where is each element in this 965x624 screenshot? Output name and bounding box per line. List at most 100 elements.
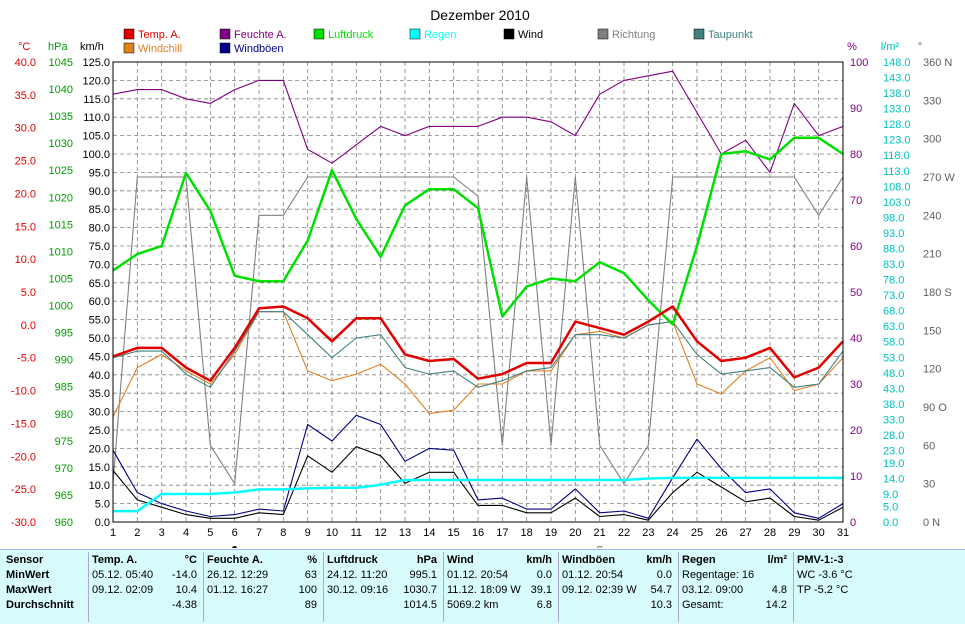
- series-line: [112, 311, 844, 388]
- stats-cell-time: 09.12. 02:39 W: [562, 584, 637, 596]
- stats-column-title: Regen: [682, 554, 716, 566]
- stats-column-header: Regen l/m²: [682, 553, 791, 567]
- x-tick-label: 17: [496, 527, 508, 539]
- moon-phase-marker: ●: [231, 541, 238, 548]
- rain-tick-label: 0.0: [883, 517, 898, 529]
- wind-tick-label: 35.0: [89, 388, 110, 400]
- x-tick-label: 12: [375, 527, 387, 539]
- stats-cell-row: [797, 598, 961, 612]
- temp-tick-label: -5.0: [17, 353, 36, 365]
- temp-tick-label: 40.0: [15, 57, 36, 69]
- series-line: [112, 176, 844, 485]
- wind-tick-label: 40.0: [89, 370, 110, 382]
- x-tick-label: 11: [351, 527, 362, 539]
- temp-tick-label: -30.0: [11, 517, 36, 529]
- wind-tick-label: 105.0: [82, 131, 110, 143]
- axis-units: °C hPa km/h% l/m² °: [18, 41, 922, 53]
- direction-unit-label: °: [918, 41, 922, 53]
- stats-cell-value: 6.8: [536, 599, 552, 611]
- x-tick-label: 10: [326, 527, 338, 539]
- legend-swatch: [597, 28, 609, 40]
- stats-cell-time: 01.12. 20:54: [562, 569, 624, 581]
- x-tick-label: 3: [159, 527, 165, 539]
- legend-label: Regen: [424, 29, 456, 41]
- stats-cell-row: TP -5.2 °C: [797, 583, 961, 597]
- legend-swatch: [693, 28, 705, 40]
- x-tick-label: 1: [110, 527, 116, 539]
- stats-column: Regen l/m² Regentage: 16 03.12. 09:00 4.8 Ges…: [682, 550, 791, 624]
- rain-tick-label: 83.0: [883, 259, 904, 271]
- rain-tick-label: 88.0: [883, 243, 904, 255]
- stats-row-label: Sensor: [6, 554, 44, 566]
- stats-cell-time: 03.12. 09:00: [682, 584, 744, 596]
- direction-tick-label: 120: [923, 364, 941, 376]
- rain-tick-label: 128.0: [883, 119, 911, 131]
- stats-column-unit: km/h: [646, 554, 672, 566]
- wind-tick-label: 5.0: [95, 499, 110, 511]
- rain-tick-label: 73.0: [883, 290, 904, 302]
- temp-unit-label: °C: [18, 41, 30, 53]
- humidity-tick-label: 80: [850, 149, 862, 161]
- stats-column: Wind km/h 01.12. 20:54 0.0 11.12. 18:09 W 39.…: [447, 550, 556, 624]
- rain-tick-label: 53.0: [883, 352, 904, 364]
- x-tick-label: 18: [521, 527, 533, 539]
- wind-tick-label: 60.0: [89, 296, 110, 308]
- x-tick-label: 6: [232, 527, 238, 539]
- stats-separator: [443, 552, 444, 622]
- direction-tick-label: 330: [923, 95, 941, 107]
- temp-tick-label: 30.0: [15, 123, 36, 135]
- pressure-tick-label: 1030: [49, 138, 73, 150]
- rain-tick-label: 133.0: [883, 104, 911, 116]
- rain-tick-label: 14.0: [883, 473, 904, 485]
- x-tick-label: 14: [423, 527, 435, 539]
- wind-tick-label: 120.0: [82, 75, 110, 87]
- stats-cell-value: 89: [304, 599, 317, 611]
- legend-swatch: [503, 28, 515, 40]
- rain-tick-label: 28.0: [883, 430, 904, 442]
- rain-tick-label: 138.0: [883, 88, 911, 100]
- temp-tick-label: 0.0: [21, 320, 36, 332]
- wind-unit-label: km/h: [80, 41, 104, 53]
- x-tick-label: 7: [256, 527, 262, 539]
- direction-tick-label: 90 O: [923, 402, 947, 414]
- legend-label: Windchill: [138, 43, 182, 55]
- stats-cell-value: 39.1: [530, 584, 552, 596]
- pressure-tick-label: 995: [55, 328, 73, 340]
- x-tick-label: 21: [594, 527, 606, 539]
- legend-swatch: [409, 28, 421, 40]
- wind-tick-label: 100.0: [82, 149, 110, 161]
- legend-label: Windböen: [234, 43, 284, 55]
- temp-tick-label: 20.0: [15, 188, 36, 200]
- stats-cell-row: 30.12. 09:16 1030.7: [327, 583, 441, 597]
- stats-column-header: Windböen km/h: [562, 553, 676, 567]
- wind-tick-label: 80.0: [89, 223, 110, 235]
- temp-tick-label: -20.0: [11, 451, 36, 463]
- stats-cell-value: 0.0: [536, 569, 552, 581]
- weather-chart: Dezember 2010 Temp. A. Feuchte A. Luftdruc…: [10, 7, 956, 548]
- stats-column-unit: hPa: [416, 554, 437, 566]
- pressure-unit-label: hPa: [48, 41, 68, 53]
- plot-frame: [112, 61, 844, 523]
- wind-tick-label: 20.0: [89, 443, 110, 455]
- x-tick-label: 28: [764, 527, 776, 539]
- pressure-tick-label: 1025: [49, 165, 73, 177]
- series-line: [113, 476, 843, 513]
- x-tick-label: 23: [642, 527, 654, 539]
- legend-swatch: [219, 42, 231, 54]
- legend-label: Feuchte A.: [234, 29, 287, 41]
- stats-separator: [203, 552, 204, 622]
- stats-row-labels: Sensor MinWert MaxWert Durchschnitt: [6, 550, 88, 624]
- wind-tick-label: 30.0: [89, 407, 110, 419]
- wind-tick-label: 90.0: [89, 186, 110, 198]
- stats-column-header: Wind km/h: [447, 553, 556, 567]
- legend-swatch: [219, 28, 231, 40]
- stats-column-title: Feuchte A.: [207, 554, 263, 566]
- stats-cell-time: 5069.2 km: [447, 599, 499, 611]
- x-tick-label: 20: [569, 527, 581, 539]
- stats-separator: [558, 552, 559, 622]
- series-line: [112, 311, 844, 418]
- legend-label: Temp. A.: [138, 29, 181, 41]
- stats-cell-row: 05.12. 05:40 -14.0: [92, 568, 201, 582]
- stats-cell-value: -14.0: [171, 569, 197, 581]
- stats-column-unit: °C: [184, 554, 197, 566]
